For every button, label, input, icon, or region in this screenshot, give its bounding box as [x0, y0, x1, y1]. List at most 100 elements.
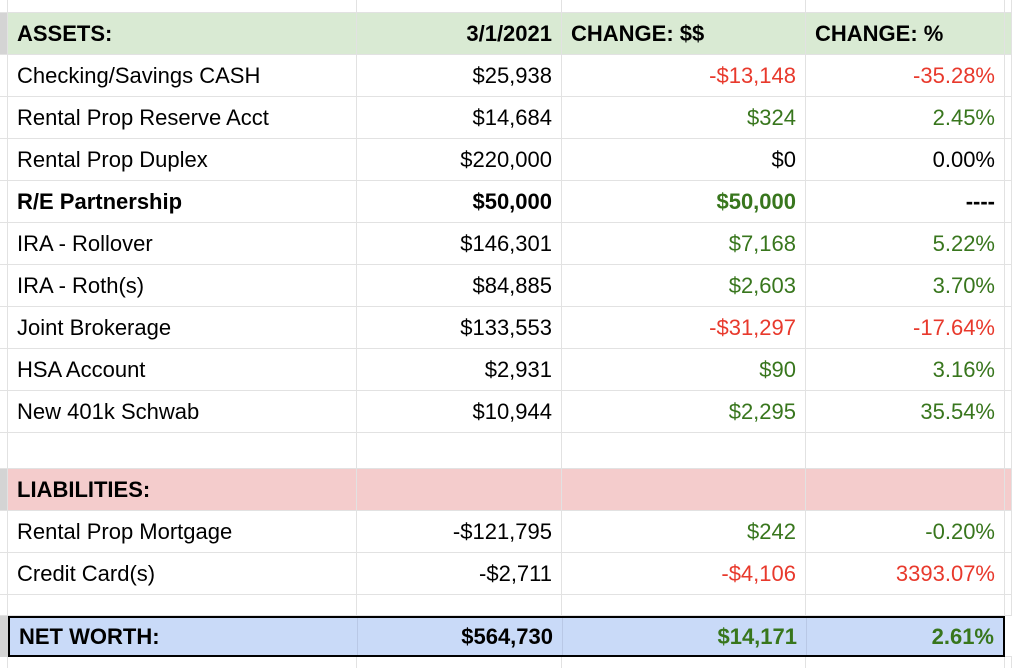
margin-cell: [1005, 0, 1012, 13]
cell-asset-value[interactable]: $84,885: [357, 265, 562, 307]
cell-asset-name[interactable]: IRA - Rollover: [8, 223, 357, 265]
cell-asset-value[interactable]: $25,938: [357, 55, 562, 97]
empty-cell[interactable]: [8, 595, 357, 616]
cell-asset-value[interactable]: $14,684: [357, 97, 562, 139]
margin-cell: [1005, 391, 1012, 433]
asset-row-ira-roth: IRA - Roth(s) $84,885 $2,603 3.70%: [0, 265, 1012, 307]
cell-asset-name[interactable]: New 401k Schwab: [8, 391, 357, 433]
margin-cell: [0, 97, 8, 139]
empty-cell[interactable]: [562, 0, 806, 13]
cell-asset-percent[interactable]: 3.16%: [806, 349, 1005, 391]
cell-asset-change[interactable]: $50,000: [562, 181, 806, 223]
cell-asset-percent[interactable]: 2.45%: [806, 97, 1005, 139]
empty-cell[interactable]: [8, 0, 357, 13]
cell-asset-percent[interactable]: 5.22%: [806, 223, 1005, 265]
asset-row-rental-reserve: Rental Prop Reserve Acct $14,684 $324 2.…: [0, 97, 1012, 139]
asset-row-hsa: HSA Account $2,931 $90 3.16%: [0, 349, 1012, 391]
cell-liability-change[interactable]: -$4,106: [562, 553, 806, 595]
margin-cell: [1005, 13, 1012, 55]
cell-liability-change[interactable]: $242: [562, 511, 806, 553]
cell-asset-name[interactable]: IRA - Roth(s): [8, 265, 357, 307]
cell-liability-value[interactable]: -$121,795: [357, 511, 562, 553]
margin-cell: [0, 616, 8, 657]
liability-row-mortgage: Rental Prop Mortgage -$121,795 $242 -0.2…: [0, 511, 1012, 553]
top-partial-row: [0, 0, 1012, 13]
empty-cell[interactable]: [806, 0, 1005, 13]
empty-cell[interactable]: [357, 469, 562, 511]
cell-liabilities-title[interactable]: LIABILITIES:: [8, 469, 357, 511]
cell-asset-value[interactable]: $220,000: [357, 139, 562, 181]
cell-asset-change[interactable]: -$13,148: [562, 55, 806, 97]
cell-asset-value[interactable]: $2,931: [357, 349, 562, 391]
cell-asset-change[interactable]: -$31,297: [562, 307, 806, 349]
cell-asset-value[interactable]: $133,553: [357, 307, 562, 349]
empty-cell[interactable]: [8, 657, 357, 668]
cell-liability-name[interactable]: Rental Prop Mortgage: [8, 511, 357, 553]
empty-cell[interactable]: [357, 657, 562, 668]
empty-cell[interactable]: [806, 657, 1005, 668]
cell-asset-percent[interactable]: ----: [806, 181, 1005, 223]
cell-asset-name[interactable]: HSA Account: [8, 349, 357, 391]
margin-cell: [0, 595, 8, 616]
assets-header-row: ASSETS: 3/1/2021 CHANGE: $$ CHANGE: %: [0, 13, 1012, 55]
cell-asset-change[interactable]: $90: [562, 349, 806, 391]
cell-asset-percent[interactable]: 35.54%: [806, 391, 1005, 433]
cell-net-worth-label[interactable]: NET WORTH:: [10, 618, 358, 655]
empty-cell[interactable]: [357, 595, 562, 616]
cell-liability-percent[interactable]: 3393.07%: [806, 553, 1005, 595]
bottom-partial-row: [0, 657, 1012, 668]
cell-asset-name[interactable]: R/E Partnership: [8, 181, 357, 223]
cell-asset-percent[interactable]: -17.64%: [806, 307, 1005, 349]
cell-net-worth-value[interactable]: $564,730: [358, 618, 563, 655]
cell-change-dollars-header[interactable]: CHANGE: $$: [562, 13, 806, 55]
margin-cell: [0, 265, 8, 307]
empty-cell[interactable]: [357, 0, 562, 13]
cell-asset-change[interactable]: $0: [562, 139, 806, 181]
cell-asset-change[interactable]: $324: [562, 97, 806, 139]
margin-cell: [1005, 616, 1012, 657]
cell-asset-name[interactable]: Rental Prop Duplex: [8, 139, 357, 181]
margin-cell: [1005, 97, 1012, 139]
empty-cell[interactable]: [806, 469, 1005, 511]
cell-asset-value[interactable]: $50,000: [357, 181, 562, 223]
cell-asset-change[interactable]: $2,295: [562, 391, 806, 433]
empty-cell[interactable]: [562, 657, 806, 668]
empty-cell[interactable]: [562, 469, 806, 511]
cell-liability-percent[interactable]: -0.20%: [806, 511, 1005, 553]
margin-cell: [1005, 181, 1012, 223]
cell-net-worth-change[interactable]: $14,171: [563, 618, 807, 655]
cell-asset-value[interactable]: $146,301: [357, 223, 562, 265]
asset-row-rental-duplex: Rental Prop Duplex $220,000 $0 0.00%: [0, 139, 1012, 181]
cell-asset-change[interactable]: $2,603: [562, 265, 806, 307]
empty-cell[interactable]: [8, 433, 357, 469]
cell-asset-name[interactable]: Checking/Savings CASH: [8, 55, 357, 97]
cell-asset-change[interactable]: $7,168: [562, 223, 806, 265]
margin-cell: [0, 391, 8, 433]
cell-asset-percent[interactable]: -35.28%: [806, 55, 1005, 97]
cell-assets-title[interactable]: ASSETS:: [8, 13, 357, 55]
empty-cell[interactable]: [562, 595, 806, 616]
cell-asset-value[interactable]: $10,944: [357, 391, 562, 433]
cell-date-header[interactable]: 3/1/2021: [357, 13, 562, 55]
cell-change-percent-header[interactable]: CHANGE: %: [806, 13, 1005, 55]
cell-liability-value[interactable]: -$2,711: [357, 553, 562, 595]
margin-cell: [0, 181, 8, 223]
cell-asset-name[interactable]: Rental Prop Reserve Acct: [8, 97, 357, 139]
empty-cell[interactable]: [357, 433, 562, 469]
cell-asset-percent[interactable]: 3.70%: [806, 265, 1005, 307]
cell-net-worth-percent[interactable]: 2.61%: [931, 623, 994, 649]
margin-cell: [1005, 349, 1012, 391]
empty-cell[interactable]: [806, 595, 1005, 616]
cell-liability-name[interactable]: Credit Card(s): [8, 553, 357, 595]
net-worth-highlight-box: NET WORTH: $564,730 $14,171 2.61%: [8, 616, 1005, 657]
empty-cell[interactable]: [806, 433, 1005, 469]
margin-cell: [1005, 657, 1012, 668]
spacer-row: [0, 433, 1012, 469]
empty-cell[interactable]: [562, 433, 806, 469]
thin-spacer-row: [0, 595, 1012, 616]
margin-cell: [1005, 433, 1012, 469]
cell-asset-name[interactable]: Joint Brokerage: [8, 307, 357, 349]
cell-asset-percent[interactable]: 0.00%: [806, 139, 1005, 181]
asset-row-checking-savings: Checking/Savings CASH $25,938 -$13,148 -…: [0, 55, 1012, 97]
margin-cell: [1005, 595, 1012, 616]
